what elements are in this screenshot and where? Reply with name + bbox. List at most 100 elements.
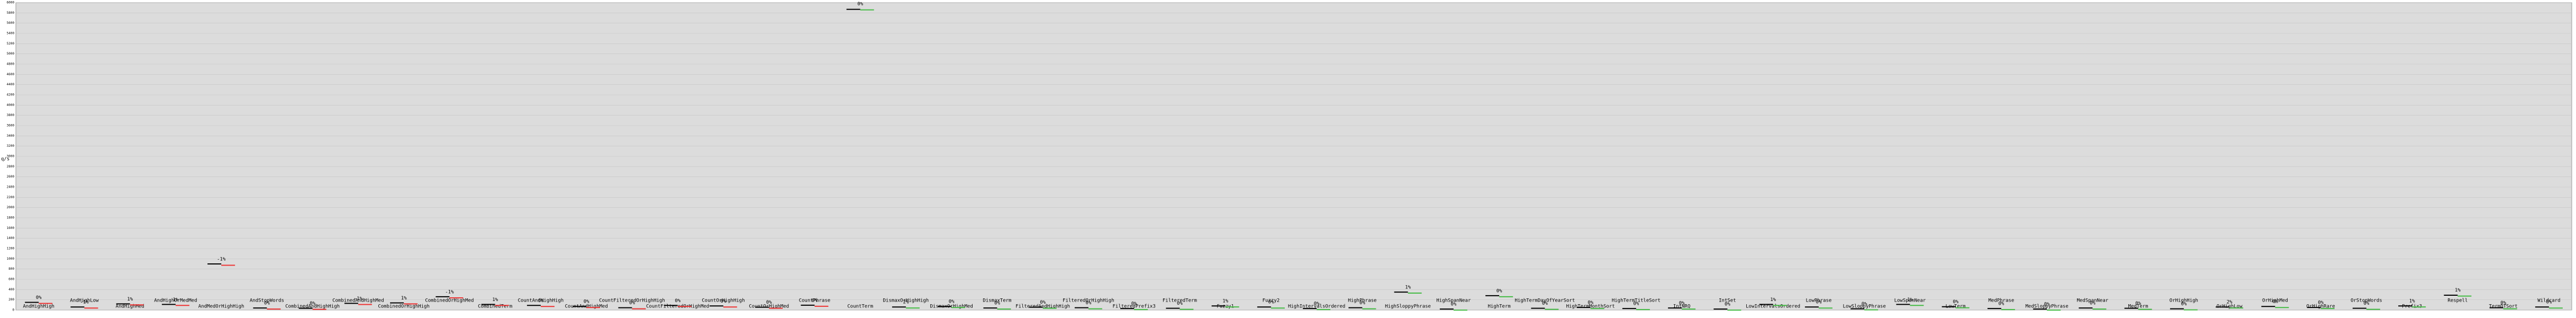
y-tick-label: 4600 (7, 73, 15, 76)
change-label: 0% (766, 300, 772, 305)
change-label: 0% (264, 301, 270, 306)
y-tick-label: 3200 (7, 144, 15, 148)
change-label: 1% (1907, 297, 1913, 303)
change-label: 0% (2044, 302, 2050, 307)
x-tick-label: AndHighOrMedMed (154, 298, 197, 304)
change-label: 0% (1268, 300, 1274, 305)
y-tick-label: 3600 (7, 124, 15, 128)
x-tick-label: AndHighHigh (23, 304, 55, 310)
change-label: 0% (310, 301, 315, 306)
x-tick-label: CombinedAndHighMed (332, 298, 384, 304)
change-label: 0% (1177, 301, 1183, 306)
y-tick-label: 4200 (7, 93, 15, 97)
y-tick-label: 1400 (7, 236, 15, 240)
change-label: 0% (2363, 301, 2369, 306)
change-label: 0% (675, 298, 681, 304)
x-tick-label: FilteredOrHighHigh (1063, 298, 1114, 304)
x-tick-label: Respell (2447, 298, 2468, 304)
change-label: 0% (1953, 299, 1958, 305)
y-tick-label: 5800 (7, 11, 15, 15)
y-tick-label: 2200 (7, 196, 15, 199)
x-tick-label: LowIntervalsOrdered (1746, 304, 1800, 310)
change-label: 1% (2455, 288, 2461, 293)
y-tick-label: 400 (8, 288, 14, 292)
y-tick-label: 4000 (7, 103, 15, 107)
x-tick-label: Wildcard (2537, 298, 2560, 304)
change-label: 0% (1542, 301, 1548, 306)
change-label: -1% (354, 296, 363, 302)
x-tick-label: HighTerm (1487, 304, 1510, 310)
y-tick-label: 6000 (7, 1, 15, 5)
x-tick-label: AndHighMed (116, 304, 144, 310)
y-tick-label: 5000 (7, 52, 15, 56)
change-label: 0% (949, 299, 955, 305)
x-tick-label: CountOrHighMed (749, 304, 789, 310)
change-label: 0% (1588, 301, 1593, 306)
y-tick-label: 5400 (7, 32, 15, 36)
change-label: 0% (1131, 302, 1137, 307)
change-label: 0% (2272, 299, 2278, 305)
change-label: 0% (1679, 301, 1685, 306)
x-tick-label: FilteredAndHighHigh (1015, 304, 1070, 310)
x-tick-label: AndMedOrHighHigh (198, 304, 244, 310)
x-tick-label: CombinedTerm (478, 304, 512, 310)
change-label: 0% (1040, 300, 1046, 305)
change-label: 0% (1862, 302, 1867, 307)
x-tick-label: CombinedAndHighHigh (285, 304, 340, 310)
x-tick-label: CombinedOrHighHigh (378, 304, 430, 310)
x-tick-label: CountPhrase (799, 298, 831, 304)
change-label: 0% (1085, 301, 1091, 306)
y-tick-label: 600 (8, 278, 14, 281)
x-tick-label: DismaxOrHighHigh (883, 298, 929, 304)
change-label: 0% (584, 299, 589, 305)
x-tick-label: MedSpanNear (2077, 298, 2109, 304)
x-tick-label: OrHighHigh (2170, 298, 2198, 304)
y-tick-label: 4400 (7, 83, 15, 86)
y-tick-label: 4800 (7, 63, 15, 66)
change-label: 0% (812, 298, 818, 303)
x-tick-label: AndStopWords (250, 298, 284, 304)
change-label: 0% (720, 299, 726, 304)
x-tick-label: HighTermTitleSort (1612, 298, 1661, 304)
x-tick-label: OrHighRare (2307, 304, 2335, 310)
x-tick-label: MedPhrase (1988, 298, 2014, 304)
y-axis-label: q/s (1, 157, 10, 162)
y-tick-label: 2600 (7, 175, 15, 179)
x-tick-label: Fuzzy2 (1263, 298, 1280, 304)
x-tick-label: TermDTSort (2489, 304, 2518, 310)
change-label: 2% (903, 300, 909, 305)
x-tick-label: IntNRQ (1673, 304, 1691, 310)
x-tick-label: HighIntervalsOrdered (1288, 304, 1345, 310)
x-tick-label: CountOrHighHigh (702, 298, 745, 304)
change-label: 0% (2500, 301, 2506, 306)
y-tick-label: 3800 (7, 113, 15, 117)
change-label: 0% (1450, 302, 1456, 307)
change-label: 0% (994, 301, 1000, 306)
x-tick-label: CountAndHighHigh (518, 298, 564, 304)
change-label: -1% (445, 289, 454, 295)
change-label: 2% (2227, 300, 2233, 305)
change-label: 1% (127, 297, 133, 302)
y-tick-label: 1800 (7, 216, 15, 220)
x-tick-label: LowPhrase (1806, 298, 1831, 304)
change-label: 0% (857, 2, 863, 7)
change-label: 0% (538, 298, 543, 304)
y-tick-label: 5600 (7, 21, 15, 25)
change-label: 0% (1816, 300, 1821, 305)
y-tick-label: 200 (8, 298, 14, 302)
change-label: 0% (1725, 302, 1730, 307)
change-label: 1% (1405, 285, 1411, 290)
y-tick-label: 1000 (7, 257, 15, 261)
x-tick-label: CountTerm (847, 304, 873, 310)
y-tick-label: 2800 (7, 165, 15, 169)
x-tick-label: CountFilteredOrHighHigh (599, 298, 665, 304)
change-label: 0% (1314, 302, 1320, 307)
x-tick-label: OrHighMed (2262, 298, 2288, 304)
x-tick-label: MedTerm (2128, 304, 2148, 310)
x-tick-label: LowSloppyPhrase (1843, 304, 1885, 310)
y-tick-label: 3400 (7, 134, 15, 138)
change-label: 0% (2090, 301, 2096, 306)
x-tick-label: IntSet (1719, 298, 1736, 304)
